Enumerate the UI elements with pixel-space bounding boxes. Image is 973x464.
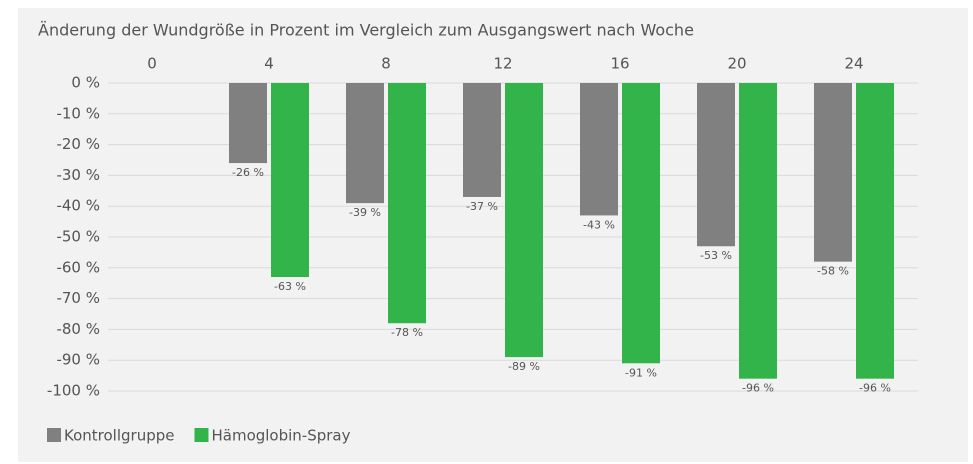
bar (697, 83, 735, 247)
bar (346, 83, 384, 204)
legend-label: Hämoglobin-Spray (211, 427, 350, 445)
data-label: -63 % (274, 280, 306, 293)
y-tick-label: -70 % (56, 289, 100, 307)
data-label: -58 % (817, 265, 849, 278)
y-tick-label: -80 % (56, 320, 100, 338)
data-label: -91 % (625, 366, 657, 379)
x-tick-label: 12 (493, 55, 512, 73)
bar (580, 83, 618, 216)
bar (271, 83, 309, 278)
y-tick-label: 0 % (71, 74, 100, 92)
data-label: -43 % (583, 218, 615, 231)
bar (814, 83, 852, 262)
y-tick-label: -50 % (56, 228, 100, 246)
x-tick-label: 0 (147, 55, 157, 73)
bar (388, 83, 426, 324)
data-label: -78 % (391, 326, 423, 339)
y-tick-label: -30 % (56, 166, 100, 184)
data-label: -39 % (349, 206, 381, 219)
legend-swatch (47, 428, 61, 442)
data-label: -96 % (859, 382, 891, 395)
y-tick-label: -10 % (56, 104, 100, 122)
legend-swatch (194, 428, 209, 442)
data-label: -53 % (700, 249, 732, 262)
legend-label: Kontrollgruppe (64, 427, 174, 445)
x-tick-label: 24 (844, 55, 863, 73)
x-tick-label: 16 (610, 55, 629, 73)
bar (739, 83, 777, 379)
y-tick-label: -90 % (56, 351, 100, 369)
x-tick-label: 4 (264, 55, 274, 73)
y-tick-label: -20 % (56, 135, 100, 153)
data-label: -26 % (232, 166, 264, 179)
y-tick-label: -40 % (56, 197, 100, 215)
chart-title: Änderung der Wundgröße in Prozent im Ver… (38, 21, 694, 40)
y-tick-label: -60 % (56, 258, 100, 276)
x-tick-label: 20 (727, 55, 746, 73)
data-label: -89 % (508, 360, 540, 373)
bar (856, 83, 894, 379)
bar (622, 83, 660, 364)
bar (505, 83, 543, 358)
x-tick-label: 8 (381, 55, 391, 73)
bar (463, 83, 501, 197)
data-label: -96 % (742, 382, 774, 395)
bar (229, 83, 267, 164)
y-tick-label: -100 % (47, 382, 100, 400)
data-label: -37 % (466, 200, 498, 213)
